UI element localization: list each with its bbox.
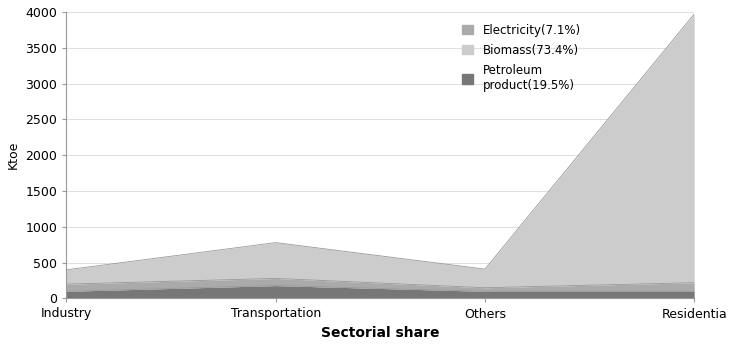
X-axis label: Sectorial share: Sectorial share (321, 326, 440, 340)
Y-axis label: Ktoe: Ktoe (7, 141, 20, 169)
Legend: Electricity(7.1%), Biomass(73.4%), Petroleum
product(19.5%): Electricity(7.1%), Biomass(73.4%), Petro… (462, 24, 581, 92)
